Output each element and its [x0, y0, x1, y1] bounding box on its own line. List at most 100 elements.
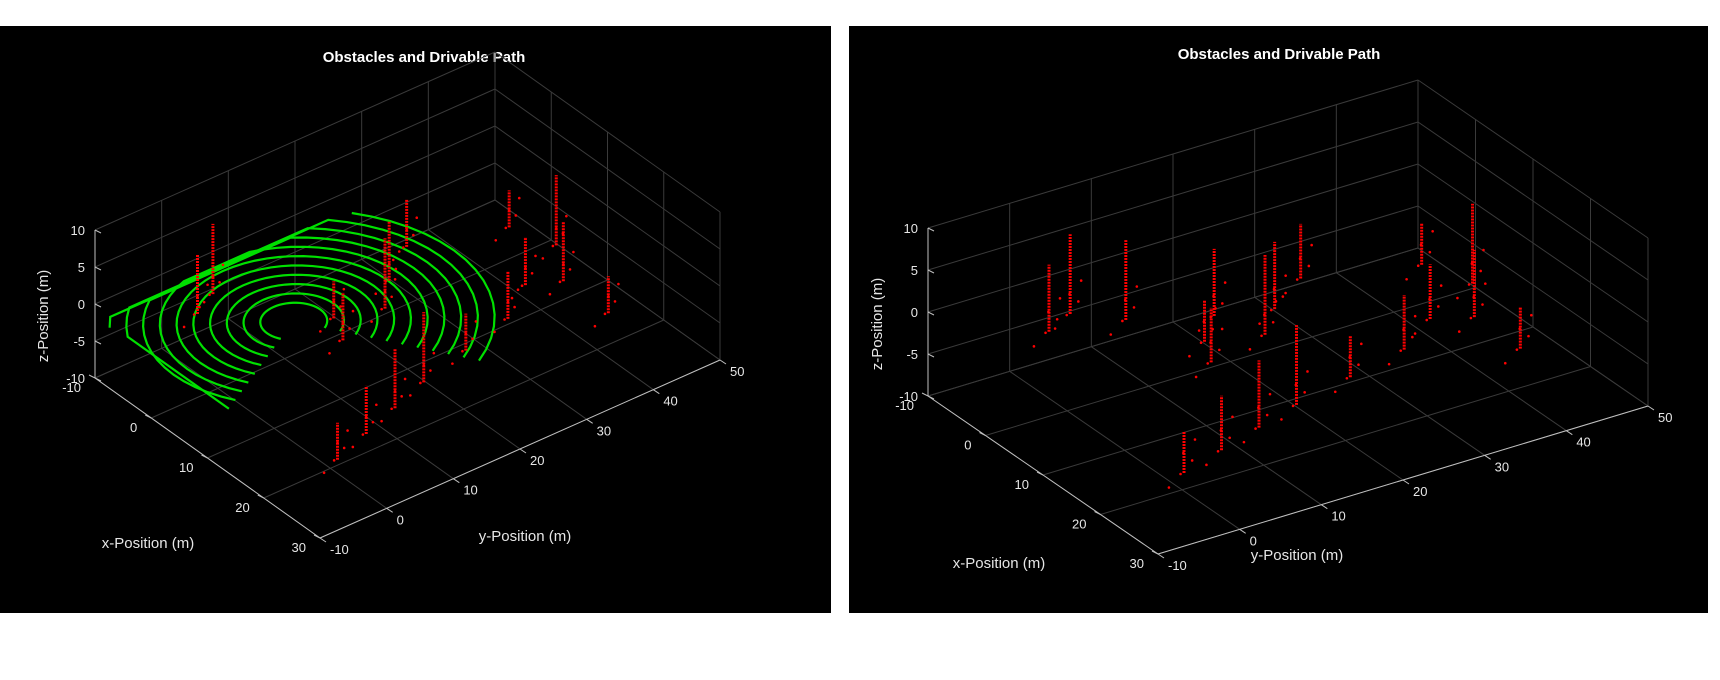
z-tick-mark [94, 340, 102, 345]
obstacle-point [1428, 297, 1431, 301]
drivable-path-ring [351, 211, 496, 362]
obstacle-point [419, 381, 422, 385]
obstacle-point [1188, 354, 1191, 358]
y-tick-label: -10 [330, 542, 349, 557]
obstacle-point [548, 292, 552, 296]
obstacle-point [1220, 327, 1224, 331]
y-tick-mark [653, 389, 660, 395]
obstacle-point [1079, 279, 1083, 282]
y-tick-label: 40 [663, 394, 677, 409]
obstacle-point [1484, 282, 1487, 285]
obstacle-point [1218, 348, 1221, 352]
obstacle-point [503, 318, 506, 321]
z-tick-mark [94, 266, 102, 271]
y-tick-mark [1157, 553, 1165, 559]
obstacle-point [393, 390, 397, 393]
x-tick-mark [1151, 550, 1159, 555]
obstacle-point [348, 327, 351, 330]
y-tick-label: 0 [1250, 533, 1257, 548]
obstacle-point [341, 322, 345, 325]
obstacle-point [198, 305, 201, 309]
obstacle-point [1437, 305, 1440, 308]
obstacle-point [1470, 262, 1474, 265]
obstacle-point [1295, 278, 1299, 281]
obstacle-point [1032, 345, 1036, 348]
obstacle-point [507, 209, 511, 212]
y-tick-label: 10 [463, 483, 477, 498]
obstacle-point [541, 257, 545, 260]
obstacle-point [593, 324, 597, 328]
obstacle-point [1469, 316, 1473, 320]
obstacle-point [568, 268, 572, 271]
wall-grid-line [94, 199, 496, 379]
chart-title: Obstacles and Drivable Path [323, 49, 526, 66]
obstacle-point [1419, 243, 1423, 247]
obstacle-point [1456, 296, 1459, 300]
obstacle-point [504, 226, 508, 230]
obstacle-point [1416, 264, 1420, 268]
obstacle-point [332, 300, 336, 303]
y-tick-label: 10 [1331, 509, 1345, 524]
obstacle-point [506, 300, 510, 304]
wall-grid-line [94, 125, 496, 305]
obstacle-point [565, 214, 568, 218]
floor-grid-line [263, 319, 664, 499]
obstacle-point [328, 352, 331, 355]
y-tick-label: 20 [1413, 484, 1427, 499]
obstacle-point [1425, 318, 1429, 322]
x-tick-mark [257, 494, 264, 499]
obstacle-point [1431, 229, 1434, 233]
obstacle-point [513, 305, 516, 309]
obstacle-point [471, 337, 474, 341]
x-tick-mark [1094, 511, 1101, 515]
obstacle-point [429, 369, 432, 372]
obstacle-point [1345, 376, 1349, 380]
y-tick-label: 30 [1495, 459, 1509, 474]
obstacle-point [1053, 327, 1057, 330]
obstacle-point [380, 419, 383, 423]
obstacle-point [1515, 348, 1519, 351]
z-tick-mark [927, 395, 935, 400]
obstacle-point [342, 446, 346, 450]
obstacle-point [1047, 310, 1050, 314]
obstacle-point [520, 284, 524, 287]
chart-panel-right: Obstacles and Drivable Path 30 20 10 0 -10 -1… [849, 26, 1708, 613]
x-tick-label: 20 [1072, 517, 1086, 532]
obstacle-point [1248, 348, 1252, 351]
x-tick-label: 0 [964, 438, 971, 453]
axes [88, 229, 727, 543]
obstacle-point [1428, 250, 1432, 254]
y-tick-mark [386, 507, 393, 513]
x-tick-label: 10 [1015, 477, 1029, 492]
obstacle-point [1265, 413, 1269, 417]
drivable-path-ring [192, 264, 396, 375]
obstacle-point [1206, 362, 1210, 365]
obstacle-point [617, 282, 620, 286]
obstacle-point [1457, 330, 1461, 333]
z-tick-label: 0 [911, 305, 918, 320]
x-tick-label: -10 [895, 398, 914, 413]
obstacle-point [1123, 298, 1127, 302]
obstacle-point [1294, 383, 1298, 387]
x-tick-mark [921, 392, 929, 397]
obstacle-point [1530, 313, 1533, 317]
obstacle-point [400, 395, 403, 398]
drivable-path-ring [158, 245, 429, 393]
obstacle-point [394, 267, 398, 271]
obstacle-point [342, 287, 346, 291]
obstacle-point [202, 300, 206, 304]
obstacle-point [182, 325, 186, 329]
obstacle-point [206, 283, 209, 287]
floor-grid-line [1100, 366, 1591, 515]
z-tick-label: 5 [78, 260, 85, 275]
obstacle-point [551, 244, 555, 248]
obstacle-point [1242, 440, 1246, 444]
obstacle-point [1221, 302, 1224, 305]
obstacle-point [332, 459, 336, 462]
obstacle-point [474, 320, 478, 323]
obstacle-point [613, 300, 617, 303]
x-tick-mark [88, 374, 96, 379]
drivable-path-ring [208, 273, 379, 367]
obstacle-point [1348, 356, 1351, 359]
obstacle-point [1269, 308, 1273, 312]
